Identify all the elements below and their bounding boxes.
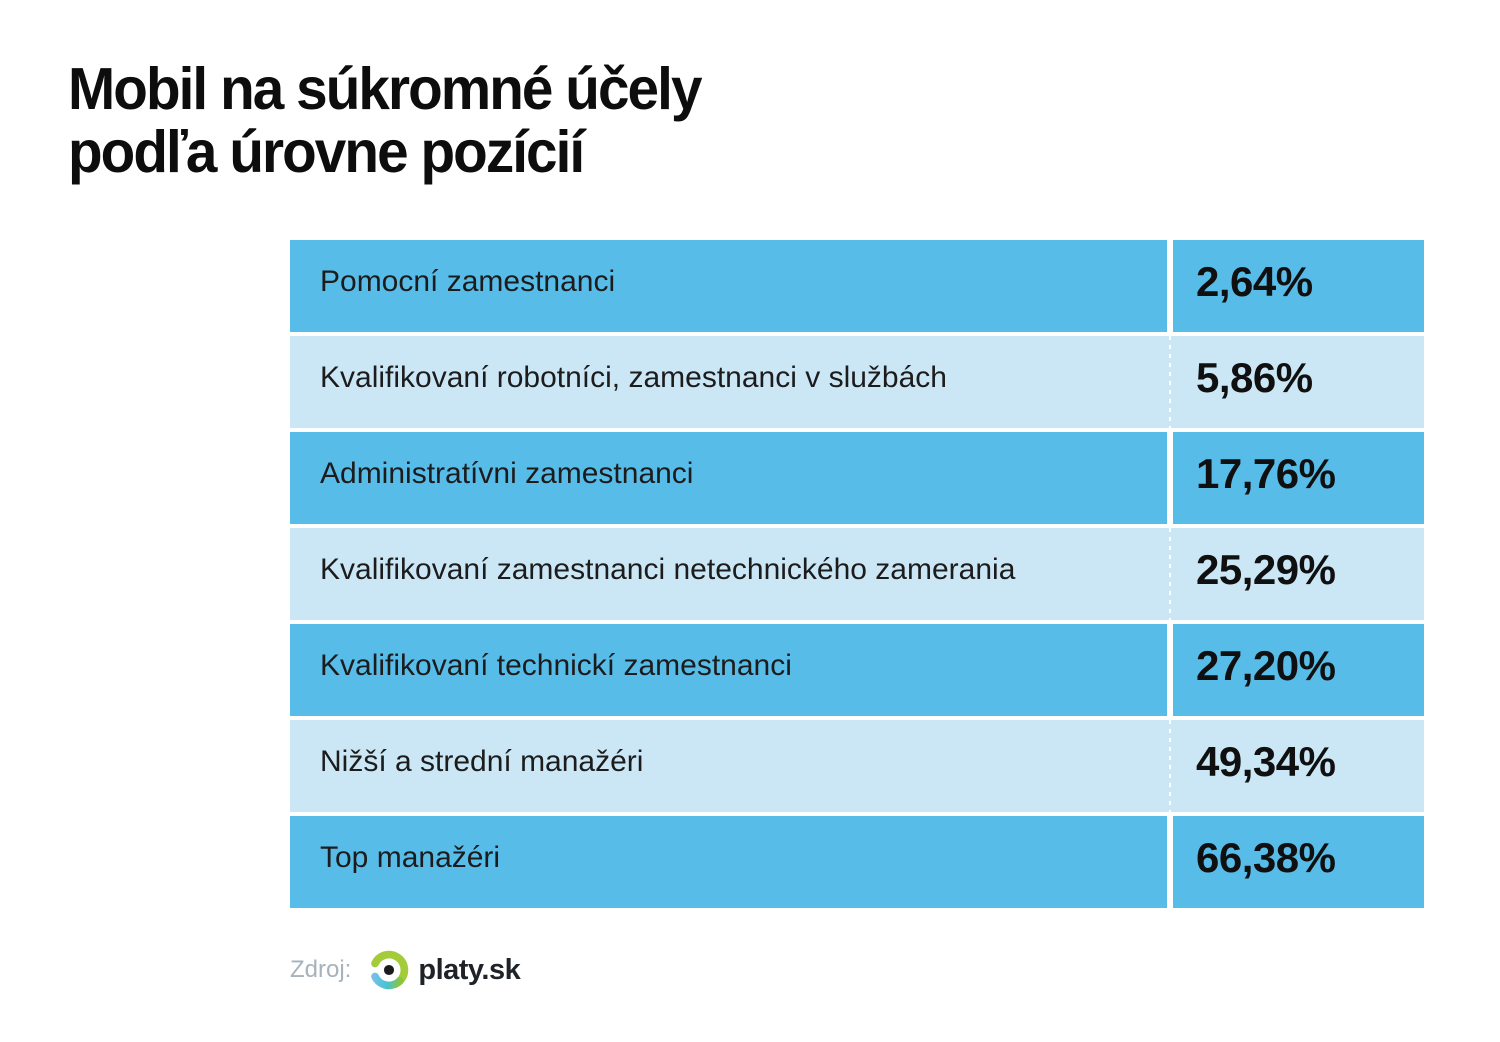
column-divider [1167, 240, 1173, 332]
row-value: 25,29% [1173, 528, 1424, 620]
table-row: Administratívni zamestnanci 17,76% [290, 432, 1424, 524]
column-divider [1167, 624, 1173, 716]
brand-name: platy.sk [418, 953, 521, 986]
row-value: 2,64% [1173, 240, 1424, 332]
page-title: Mobil na súkromné účely podľa úrovne poz… [68, 56, 702, 185]
table-row: Kvalifikovaní robotníci, zamestnanci v s… [290, 336, 1424, 428]
page-title-line-1: Mobil na súkromné účely [68, 56, 702, 122]
source-footer: Zdroj: platy.sk [290, 943, 521, 997]
row-value: 27,20% [1173, 624, 1424, 716]
column-divider [1167, 816, 1173, 908]
platy-sk-logo-icon [367, 948, 411, 992]
table-row: Top manažéri 66,38% [290, 816, 1424, 908]
row-value: 49,34% [1173, 720, 1424, 812]
page-title-line-2: podľa úrovne pozícií [68, 119, 585, 185]
row-value: 66,38% [1173, 816, 1424, 908]
row-label: Top manažéri [290, 816, 1167, 908]
column-divider [1167, 528, 1173, 620]
row-label: Administratívni zamestnanci [290, 432, 1167, 524]
row-label: Kvalifikovaní robotníci, zamestnanci v s… [290, 336, 1167, 428]
column-divider [1167, 432, 1173, 524]
table-row: Nižší a strední manažéri 49,34% [290, 720, 1424, 812]
row-label: Pomocní zamestnanci [290, 240, 1167, 332]
row-label: Kvalifikovaní zamestnanci netechnického … [290, 528, 1167, 620]
row-label: Nižší a strední manažéri [290, 720, 1167, 812]
row-label: Kvalifikovaní technickí zamestnanci [290, 624, 1167, 716]
row-value: 17,76% [1173, 432, 1424, 524]
column-divider [1167, 336, 1173, 428]
positions-table: Pomocní zamestnanci 2,64% Kvalifikovaní … [290, 240, 1424, 908]
row-value: 5,86% [1173, 336, 1424, 428]
table-row: Kvalifikovaní technickí zamestnanci 27,2… [290, 624, 1424, 716]
source-label: Zdroj: [290, 956, 352, 983]
column-divider [1167, 720, 1173, 812]
table-row: Pomocní zamestnanci 2,64% [290, 240, 1424, 332]
table-row: Kvalifikovaní zamestnanci netechnického … [290, 528, 1424, 620]
